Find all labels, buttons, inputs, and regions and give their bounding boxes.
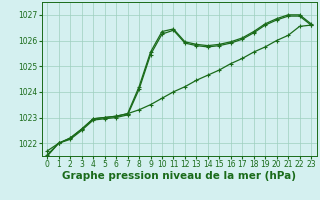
X-axis label: Graphe pression niveau de la mer (hPa): Graphe pression niveau de la mer (hPa): [62, 171, 296, 181]
